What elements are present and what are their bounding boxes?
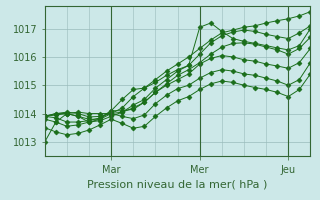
- X-axis label: Pression niveau de la mer( hPa ): Pression niveau de la mer( hPa ): [87, 179, 268, 189]
